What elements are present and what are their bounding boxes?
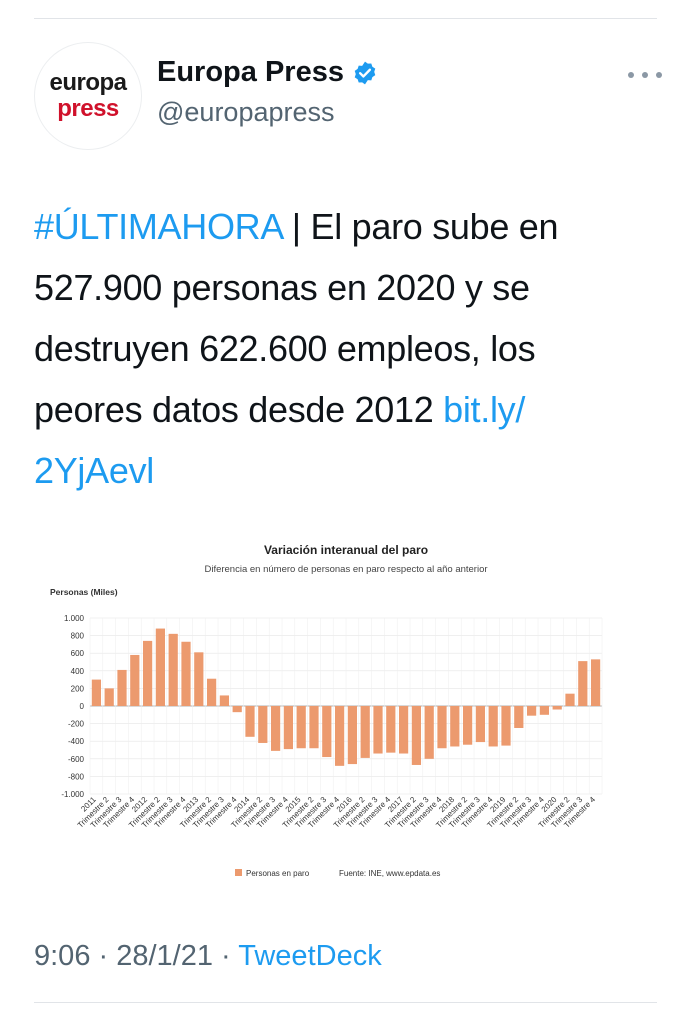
chart-bar	[283, 706, 294, 750]
chart-bar	[117, 669, 127, 706]
chart-title: Variación interanual del paro	[264, 543, 428, 557]
chart-bar	[322, 706, 332, 758]
avatar-text-press: press	[57, 95, 119, 122]
chart-bar	[462, 706, 473, 745]
chart-bar	[194, 652, 204, 706]
handle[interactable]: @europapress	[157, 97, 335, 127]
avatar[interactable]: europa press	[34, 42, 142, 150]
tweet-text-line2: 527.900 personas en 2020 y se	[34, 267, 530, 308]
chart-bar	[488, 706, 498, 747]
chart-bar	[514, 706, 524, 728]
bottom-divider	[34, 1002, 657, 1003]
y-tick-label: 400	[71, 667, 85, 676]
legend-label: Personas en paro	[246, 869, 310, 878]
chart-bar	[142, 640, 153, 706]
chart-grid	[89, 617, 603, 795]
chart-bar	[424, 706, 434, 759]
chart-bar	[91, 679, 102, 706]
y-tick-label: -800	[68, 772, 85, 781]
chart-bar	[373, 706, 383, 754]
short-link[interactable]: bit.ly/	[443, 389, 526, 430]
tweet-text-line4: peores datos desde 2012	[34, 389, 444, 430]
chart-bar	[411, 706, 422, 765]
tweet-source-link[interactable]: TweetDeck	[238, 940, 382, 972]
chart-bar	[296, 706, 306, 749]
short-link-continued[interactable]: 2YjAevl	[34, 450, 154, 491]
chart-bar	[309, 706, 319, 749]
display-name-text: Europa Press	[157, 56, 344, 88]
chart-bar	[501, 706, 511, 746]
chart-bar	[565, 693, 575, 706]
meta-separator-2: ·	[213, 940, 239, 972]
chart-bar	[206, 678, 217, 706]
y-tick-label: 0	[80, 702, 85, 711]
tweet-time[interactable]: 9:06	[34, 940, 91, 972]
chart-image[interactable]: Variación interanual del paro Diferencia…	[36, 532, 656, 886]
chart-bar	[245, 706, 255, 737]
y-tick-label: -1.000	[61, 790, 84, 799]
top-divider	[34, 18, 657, 19]
tweet-meta: 9:06 · 28/1/21 · TweetDeck	[34, 940, 382, 973]
chart-bar	[270, 706, 281, 751]
tweet-text-line3: destruyen 622.600 empleos, los	[34, 328, 536, 369]
legend-swatch	[235, 869, 242, 876]
chart-bar	[219, 695, 230, 706]
chart-bar	[386, 706, 396, 753]
chart-bar	[578, 661, 588, 706]
chart-bar	[347, 706, 358, 765]
y-tick-label: 800	[71, 632, 85, 641]
chart-bar	[539, 706, 550, 715]
chart-bar	[552, 706, 562, 710]
avatar-text-europa: europa	[49, 69, 127, 96]
y-tick-label: 200	[71, 684, 85, 693]
tweet-date[interactable]: 28/1/21	[116, 940, 213, 972]
y-tick-label: -400	[68, 737, 85, 746]
tweet-text: #ÚLTIMAHORA | El paro sube en 527.900 pe…	[34, 196, 654, 501]
chart-bar	[258, 706, 268, 743]
chart-bar	[450, 706, 460, 747]
y-tick-label: -600	[68, 755, 85, 764]
chart-bar	[130, 654, 140, 706]
chart-bar	[590, 659, 601, 706]
chart-bar	[526, 706, 537, 716]
meta-separator-1: ·	[90, 940, 117, 972]
chart-subtitle: Diferencia en número de personas en paro…	[204, 564, 487, 575]
chart-bar	[232, 706, 242, 713]
chart-bars	[91, 628, 601, 766]
y-tick-label: 1.000	[64, 614, 85, 623]
verified-badge-icon	[354, 61, 376, 84]
chart-bar	[181, 641, 191, 706]
chart-bar	[168, 633, 178, 706]
chart-bar	[334, 706, 345, 766]
chart-bar	[437, 706, 447, 749]
chart-svg: Variación interanual del paro Diferencia…	[50, 543, 603, 878]
display-name[interactable]: Europa Press	[157, 56, 378, 89]
y-tick-label: -200	[68, 720, 85, 729]
chart-ylabel: Personas (Miles)	[50, 587, 118, 597]
chart-bar	[360, 706, 370, 758]
y-tick-label: 600	[71, 649, 85, 658]
chart-y-ticks: 1.000 800 600 400 200 0 -200 -400 -600 -800 -1.000	[61, 614, 84, 799]
hashtag-link[interactable]: #ÚLTIMAHORA	[34, 206, 283, 247]
chart-bar	[104, 688, 114, 706]
chart-bar	[398, 706, 409, 754]
chart-bar	[475, 706, 486, 743]
more-options-icon[interactable]	[628, 63, 662, 87]
tweet-text-line1: | El paro sube en	[282, 206, 559, 247]
chart-bar	[155, 628, 166, 706]
chart-source: Fuente: INE, www.epdata.es	[339, 869, 440, 878]
